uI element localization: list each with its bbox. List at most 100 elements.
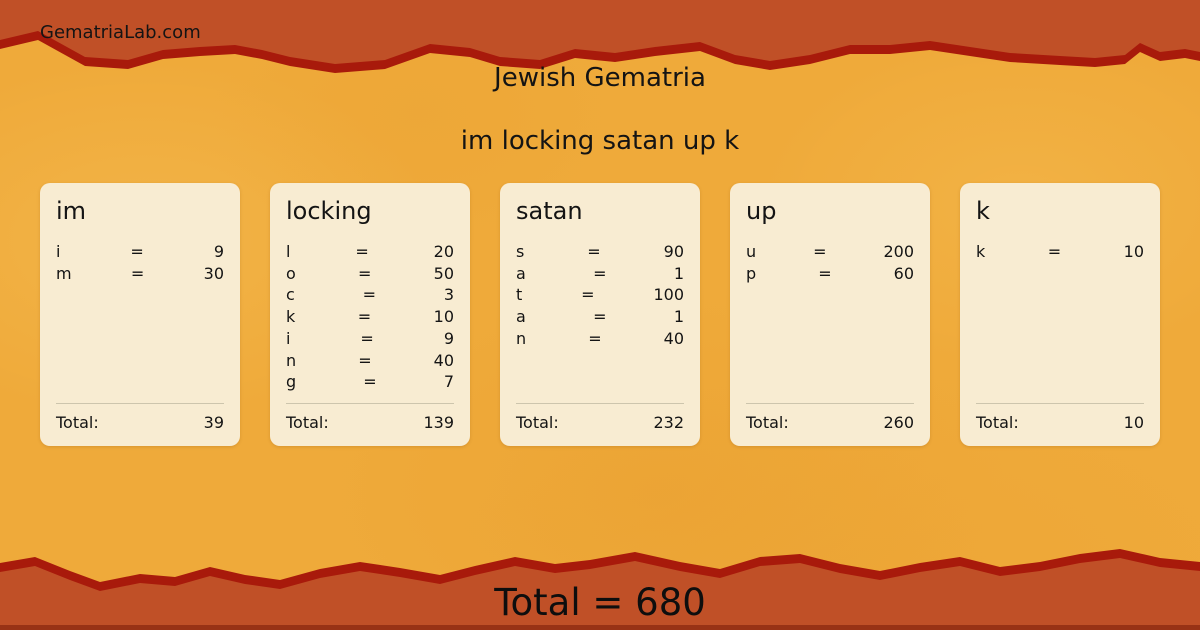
letter: n [516,328,527,348]
bottom-torn-band [0,549,1200,630]
card-total-row: Total: 39 [56,404,224,433]
word-card-satan: satan s = 90 a = 1 t = 100 a [500,183,700,446]
letter-value: 9 [213,242,224,261]
total-divider [746,403,914,404]
letter: t [516,285,523,305]
card-word: satan [516,197,583,225]
total-divider [286,403,454,404]
letter-row: s = 90 [516,241,684,263]
letter: l [286,242,291,261]
equals-sign: = [593,263,607,283]
letter-rows: i = 9 m = 30 [56,241,224,284]
total-value: 260 [883,413,914,432]
card-word: k [976,197,990,225]
equals-sign: = [130,263,145,283]
letter-row: g = 7 [286,371,454,393]
letter: k [976,242,986,261]
letter-value: 100 [653,285,684,305]
card-total-row: Total: 10 [976,404,1144,433]
total-divider [516,403,684,404]
letter-value: 50 [433,263,454,283]
letter: n [286,350,297,370]
letter-value: 1 [673,263,684,283]
letter-row: a = 1 [516,263,684,285]
word-card-k: k k = 10 Total: 10 [960,183,1160,446]
equals-sign: = [587,242,601,261]
equals-sign: = [813,242,827,261]
letter-rows: k = 10 [976,241,1144,263]
letter: u [746,242,757,261]
equals-sign: = [358,350,372,370]
letter-rows: s = 90 a = 1 t = 100 a = 1 [516,241,684,350]
letter-value: 200 [883,242,914,261]
total-value: 139 [423,413,454,432]
total-value: 232 [653,413,684,432]
equals-sign: = [818,263,832,283]
letter-row: m = 30 [56,263,224,285]
letter-value: 90 [663,242,684,261]
letter-value: 20 [433,242,454,261]
total-label: Total: [56,413,99,432]
site-brand: GematriaLab.com [40,22,201,43]
letter-value: 1 [673,307,684,327]
letter-row: i = 9 [286,328,454,350]
bottom-dark-strip [0,625,1200,630]
letter-row: i = 9 [56,241,224,263]
equals-sign: = [1047,242,1062,261]
total-divider [56,403,224,404]
letter: g [286,372,297,392]
equals-sign: = [360,328,374,348]
letter-value: 40 [433,350,454,370]
card-word: up [746,197,777,225]
gematria-system-title: Jewish Gematria [494,63,706,93]
equals-sign: = [130,242,144,261]
bottom-band-fill [0,558,1200,630]
letter-row: l = 20 [286,241,454,263]
letter-row: k = 10 [286,306,454,328]
equals-sign: = [362,285,376,305]
total-value: 39 [203,413,224,432]
letter: o [286,263,296,283]
letter-row: n = 40 [286,350,454,372]
letter-value: 40 [663,328,684,348]
equals-sign: = [363,372,377,392]
letter-row: a = 1 [516,306,684,328]
letter: p [746,263,757,283]
letter-row: u = 200 [746,241,914,263]
letter-value: 9 [443,328,454,348]
total-divider [976,403,1144,404]
equals-sign: = [593,307,607,327]
card-total-row: Total: 232 [516,404,684,433]
letter-value: 10 [1123,242,1144,261]
letter-row: k = 10 [976,241,1144,263]
letter-row: t = 100 [516,284,684,306]
equals-sign: = [355,242,369,261]
equals-sign: = [588,328,602,348]
letter-row: o = 50 [286,263,454,285]
grand-total: Total = 680 [494,581,706,624]
letter: m [56,263,72,283]
equals-sign: = [581,285,595,305]
word-card-up: up u = 200 p = 60 Total: 260 [730,183,930,446]
letter-value: 3 [443,285,454,305]
total-label: Total: [976,413,1019,432]
card-word: im [56,197,87,225]
letter-rows: l = 20 o = 50 c = 3 k = 10 [286,241,454,393]
equals-sign: = [357,307,372,327]
card-total-row: Total: 260 [746,404,914,433]
total-value: 10 [1123,413,1144,432]
word-card-im: im i = 9 m = 30 Total: 39 [40,183,240,446]
card-word: locking [286,197,372,225]
equals-sign: = [358,263,372,283]
letter: k [286,307,296,327]
letter-rows: u = 200 p = 60 [746,241,914,284]
letter: a [516,263,526,283]
total-label: Total: [746,413,789,432]
card-total-row: Total: 139 [286,404,454,433]
query-phrase: im locking satan up k [460,126,740,156]
total-label: Total: [516,413,559,432]
letter-value: 7 [443,372,454,392]
letter-value: 30 [203,263,224,283]
top-torn-band [0,0,1200,73]
